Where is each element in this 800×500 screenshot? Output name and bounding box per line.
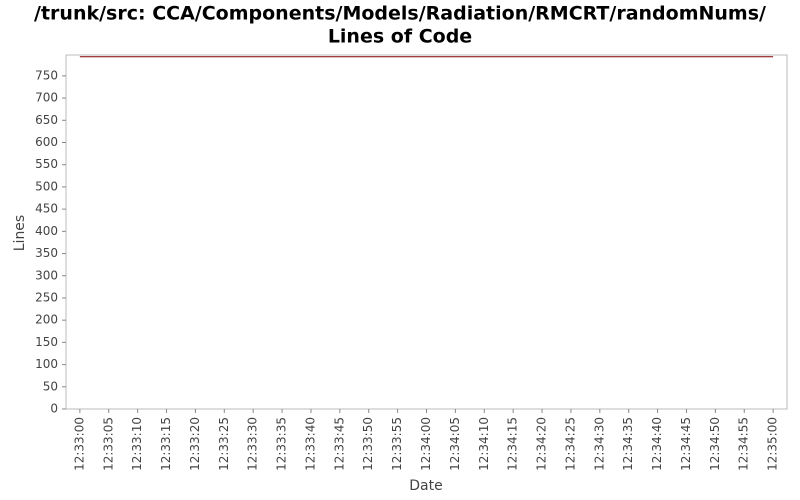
y-tick-label: 600 bbox=[35, 135, 58, 149]
x-tick-label: 12:34:10 bbox=[477, 417, 491, 471]
y-tick-label: 300 bbox=[35, 268, 58, 282]
x-tick-label: 12:34:00 bbox=[419, 417, 433, 471]
x-tick-label: 12:33:00 bbox=[72, 417, 86, 471]
x-tick-label: 12:33:40 bbox=[303, 417, 317, 471]
y-tick-label: 700 bbox=[35, 91, 58, 105]
y-tick-label: 650 bbox=[35, 113, 58, 127]
x-tick-label: 12:33:45 bbox=[332, 417, 346, 471]
y-axis-title: Lines bbox=[12, 215, 28, 251]
y-tick-label: 350 bbox=[35, 246, 58, 260]
y-tick-label: 150 bbox=[35, 335, 58, 349]
x-tick-label: 12:34:05 bbox=[448, 417, 462, 471]
y-tick-label: 250 bbox=[35, 290, 58, 304]
y-tick-label: 0 bbox=[50, 402, 58, 416]
x-tick-label: 12:34:15 bbox=[506, 417, 520, 471]
x-tick-label: 12:33:30 bbox=[246, 417, 260, 471]
x-tick-label: 12:33:15 bbox=[159, 417, 173, 471]
chart-title: /trunk/src: CCA/Components/Models/Radiat… bbox=[34, 3, 766, 25]
x-tick-label: 12:34:40 bbox=[650, 417, 664, 471]
y-tick-label: 500 bbox=[35, 179, 58, 193]
x-tick-label: 12:34:50 bbox=[708, 417, 722, 471]
x-tick-label: 12:33:35 bbox=[275, 417, 289, 471]
plot-area bbox=[65, 54, 788, 410]
x-tick-label: 12:33:10 bbox=[130, 417, 144, 471]
x-tick-label: 12:34:20 bbox=[535, 417, 549, 471]
x-axis-title: Date bbox=[409, 478, 442, 494]
x-tick-label: 12:34:35 bbox=[621, 417, 635, 471]
y-tick-label: 200 bbox=[35, 313, 58, 327]
x-tick-label: 12:33:50 bbox=[361, 417, 375, 471]
y-tick-label: 550 bbox=[35, 157, 58, 171]
chart-subtitle: Lines of Code bbox=[328, 26, 472, 48]
y-tick-label: 400 bbox=[35, 224, 58, 238]
y-tick-label: 50 bbox=[43, 379, 58, 393]
x-tick-label: 12:33:05 bbox=[101, 417, 115, 471]
x-tick-label: 12:33:20 bbox=[188, 417, 202, 471]
x-tick-label: 12:34:25 bbox=[563, 417, 577, 471]
x-tick-label: 12:34:45 bbox=[679, 417, 693, 471]
x-tick-label: 12:33:25 bbox=[217, 417, 231, 471]
x-tick-label: 12:35:00 bbox=[766, 417, 780, 471]
y-tick-label: 450 bbox=[35, 202, 58, 216]
x-tick-label: 12:34:30 bbox=[592, 417, 606, 471]
y-tick-label: 750 bbox=[35, 68, 58, 82]
y-tick-label: 100 bbox=[35, 357, 58, 371]
x-tick-label: 12:33:55 bbox=[390, 417, 404, 471]
x-tick-label: 12:34:55 bbox=[737, 417, 751, 471]
